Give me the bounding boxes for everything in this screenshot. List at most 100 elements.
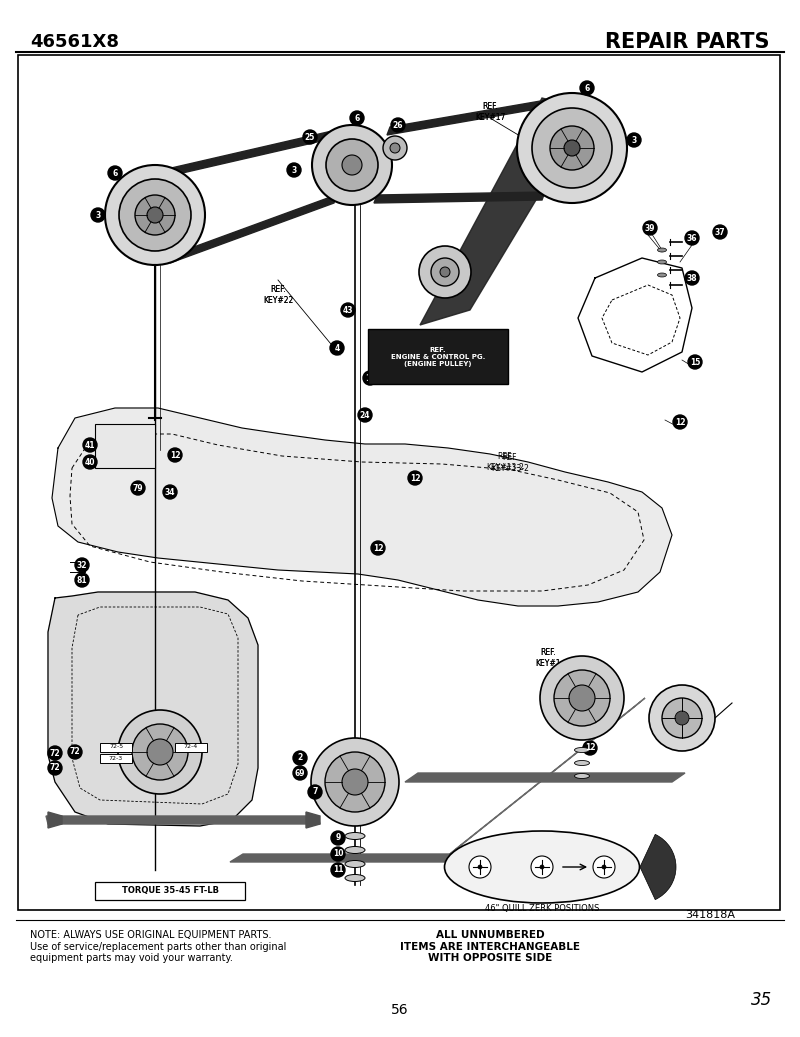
Circle shape xyxy=(685,231,699,245)
Circle shape xyxy=(602,865,606,869)
Polygon shape xyxy=(387,99,558,135)
Text: 35: 35 xyxy=(751,991,773,1009)
Text: 72-5: 72-5 xyxy=(109,745,123,750)
Text: 43: 43 xyxy=(342,306,354,314)
Text: 12: 12 xyxy=(365,373,375,383)
Polygon shape xyxy=(52,408,672,606)
Circle shape xyxy=(649,685,715,751)
Text: 3: 3 xyxy=(95,211,101,220)
Text: 26: 26 xyxy=(393,120,403,130)
Bar xyxy=(100,742,132,752)
Circle shape xyxy=(440,267,450,277)
Circle shape xyxy=(643,221,657,235)
Circle shape xyxy=(531,856,553,878)
Text: 72: 72 xyxy=(70,748,80,757)
Text: REF.
KEY#22: REF. KEY#22 xyxy=(263,285,293,305)
Text: 72-3: 72-3 xyxy=(109,756,123,760)
Bar xyxy=(368,329,508,384)
Polygon shape xyxy=(420,99,590,325)
Circle shape xyxy=(342,155,362,175)
Circle shape xyxy=(287,163,301,177)
Circle shape xyxy=(341,303,355,317)
Bar xyxy=(95,424,155,468)
Circle shape xyxy=(390,143,400,153)
Circle shape xyxy=(325,752,385,812)
Text: 32: 32 xyxy=(77,561,87,569)
Text: 72: 72 xyxy=(50,763,60,773)
Circle shape xyxy=(83,438,97,452)
Circle shape xyxy=(331,863,345,877)
Circle shape xyxy=(532,108,612,188)
Circle shape xyxy=(147,739,173,765)
Polygon shape xyxy=(170,195,336,263)
Text: 4: 4 xyxy=(334,343,340,353)
Text: 2: 2 xyxy=(298,754,302,762)
Circle shape xyxy=(105,165,205,265)
Polygon shape xyxy=(165,131,332,177)
Circle shape xyxy=(75,558,89,572)
Text: TORQUE 35-45 FT-LB: TORQUE 35-45 FT-LB xyxy=(122,887,218,896)
Text: 10: 10 xyxy=(333,849,343,859)
Ellipse shape xyxy=(345,874,365,881)
Circle shape xyxy=(478,865,482,869)
Ellipse shape xyxy=(574,774,590,779)
Text: 11: 11 xyxy=(333,866,343,874)
Circle shape xyxy=(308,785,322,798)
Text: 69: 69 xyxy=(294,768,306,778)
Text: 9: 9 xyxy=(335,834,341,842)
Circle shape xyxy=(593,856,615,878)
Circle shape xyxy=(383,136,407,160)
Bar xyxy=(18,55,780,910)
Bar xyxy=(95,882,245,900)
Circle shape xyxy=(675,711,689,725)
Circle shape xyxy=(131,481,145,495)
Ellipse shape xyxy=(345,833,365,840)
Circle shape xyxy=(517,93,627,203)
Text: NOTE: ALWAYS USE ORIGINAL EQUIPMENT PARTS.
Use of service/replacement parts othe: NOTE: ALWAYS USE ORIGINAL EQUIPMENT PART… xyxy=(30,930,286,963)
Circle shape xyxy=(713,225,727,239)
Text: 72-5: 72-5 xyxy=(110,745,126,751)
Circle shape xyxy=(358,408,372,422)
Text: REPAIR PARTS: REPAIR PARTS xyxy=(606,32,770,52)
Ellipse shape xyxy=(574,748,590,753)
Text: 24: 24 xyxy=(360,411,370,420)
Polygon shape xyxy=(374,192,545,203)
Circle shape xyxy=(119,179,191,251)
Text: REF.
ENGINE & CONTROL PG.
(ENGINE PULLEY): REF. ENGINE & CONTROL PG. (ENGINE PULLEY… xyxy=(391,347,485,367)
Circle shape xyxy=(550,127,594,170)
Circle shape xyxy=(68,745,82,759)
Circle shape xyxy=(303,130,317,144)
Circle shape xyxy=(311,738,399,826)
Ellipse shape xyxy=(658,248,666,252)
Text: ALL UNNUMBERED
ITEMS ARE INTERCHANGEABLE
WITH OPPOSITE SIDE: ALL UNNUMBERED ITEMS ARE INTERCHANGEABLE… xyxy=(400,930,580,963)
Circle shape xyxy=(431,258,459,286)
Circle shape xyxy=(583,741,597,755)
Text: REF.
KEY#17: REF. KEY#17 xyxy=(475,103,505,121)
Circle shape xyxy=(118,710,202,794)
Text: REF.
KEY#17: REF. KEY#17 xyxy=(475,103,505,121)
Circle shape xyxy=(163,485,177,499)
Circle shape xyxy=(408,471,422,485)
Circle shape xyxy=(331,847,345,861)
Circle shape xyxy=(108,166,122,180)
Text: 34: 34 xyxy=(165,487,175,497)
Text: 6: 6 xyxy=(112,168,118,177)
Text: 39: 39 xyxy=(645,224,655,232)
Text: 56: 56 xyxy=(391,1003,409,1017)
Text: 46561X8: 46561X8 xyxy=(30,33,119,51)
Text: 6: 6 xyxy=(354,113,360,122)
Text: 25: 25 xyxy=(305,133,315,141)
Polygon shape xyxy=(445,698,645,858)
Bar xyxy=(100,754,132,763)
Text: 81: 81 xyxy=(77,576,87,585)
Circle shape xyxy=(326,139,378,191)
Circle shape xyxy=(132,724,188,780)
Circle shape xyxy=(554,670,610,726)
Text: 3: 3 xyxy=(291,166,297,174)
Text: 41: 41 xyxy=(85,441,95,449)
Text: 72-3: 72-3 xyxy=(110,757,126,763)
Text: 46" QUILL ZERK POSITIONS: 46" QUILL ZERK POSITIONS xyxy=(485,904,599,914)
Text: 7: 7 xyxy=(312,787,318,796)
Polygon shape xyxy=(230,854,480,862)
Circle shape xyxy=(330,341,344,355)
